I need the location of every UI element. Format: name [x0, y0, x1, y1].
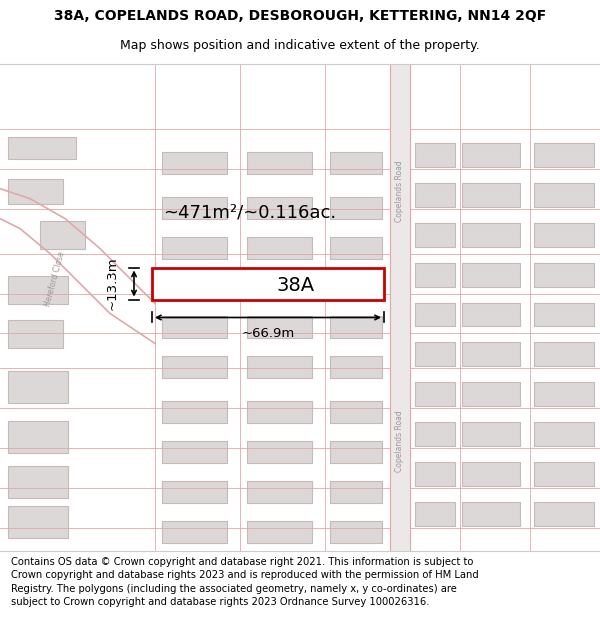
- Bar: [462, 302, 520, 326]
- Bar: [462, 422, 520, 446]
- Bar: [247, 276, 312, 299]
- Bar: [8, 179, 63, 204]
- Bar: [534, 222, 594, 246]
- Text: Hereford Close: Hereford Close: [43, 250, 67, 307]
- Bar: [462, 182, 520, 207]
- Bar: [8, 421, 68, 453]
- Bar: [162, 237, 227, 259]
- Bar: [162, 316, 227, 339]
- Bar: [462, 503, 520, 526]
- Bar: [534, 262, 594, 286]
- Bar: [330, 197, 382, 219]
- Bar: [247, 237, 312, 259]
- Bar: [415, 142, 455, 167]
- Bar: [8, 506, 68, 538]
- Text: 38A, COPELANDS ROAD, DESBOROUGH, KETTERING, NN14 2QF: 38A, COPELANDS ROAD, DESBOROUGH, KETTERI…: [54, 9, 546, 23]
- Bar: [247, 197, 312, 219]
- Text: Map shows position and indicative extent of the property.: Map shows position and indicative extent…: [120, 39, 480, 52]
- Bar: [330, 152, 382, 174]
- Bar: [330, 441, 382, 463]
- Bar: [462, 222, 520, 246]
- Bar: [247, 356, 312, 378]
- Bar: [8, 137, 76, 159]
- Bar: [330, 521, 382, 543]
- Bar: [534, 462, 594, 486]
- Bar: [534, 382, 594, 406]
- Text: ~66.9m: ~66.9m: [241, 327, 295, 340]
- Bar: [162, 152, 227, 174]
- Text: ~13.3m: ~13.3m: [106, 257, 119, 311]
- Bar: [415, 262, 455, 286]
- Bar: [462, 142, 520, 167]
- Bar: [330, 356, 382, 378]
- Bar: [247, 521, 312, 543]
- Bar: [247, 401, 312, 423]
- Bar: [415, 302, 455, 326]
- Bar: [415, 382, 455, 406]
- Bar: [415, 182, 455, 207]
- Bar: [247, 441, 312, 463]
- Bar: [462, 262, 520, 286]
- Bar: [330, 237, 382, 259]
- Text: ~471m²/~0.116ac.: ~471m²/~0.116ac.: [163, 204, 336, 222]
- Bar: [330, 481, 382, 503]
- Text: Contains OS data © Crown copyright and database right 2021. This information is : Contains OS data © Crown copyright and d…: [11, 557, 479, 607]
- Bar: [247, 316, 312, 339]
- Bar: [330, 401, 382, 423]
- Bar: [415, 342, 455, 366]
- Bar: [162, 521, 227, 543]
- Bar: [330, 316, 382, 339]
- Bar: [534, 503, 594, 526]
- Bar: [162, 481, 227, 503]
- Bar: [8, 371, 68, 403]
- Bar: [162, 356, 227, 378]
- Bar: [8, 466, 68, 498]
- Bar: [162, 197, 227, 219]
- Text: 38A: 38A: [277, 276, 315, 294]
- Bar: [247, 481, 312, 503]
- Bar: [162, 401, 227, 423]
- Bar: [415, 422, 455, 446]
- Bar: [534, 422, 594, 446]
- Bar: [40, 221, 85, 249]
- Bar: [462, 342, 520, 366]
- Bar: [462, 382, 520, 406]
- Bar: [152, 268, 384, 299]
- Bar: [8, 276, 68, 304]
- Bar: [8, 321, 63, 349]
- Bar: [162, 276, 227, 299]
- Bar: [247, 152, 312, 174]
- Bar: [330, 276, 382, 299]
- Text: Copelands Road: Copelands Road: [395, 161, 404, 222]
- Bar: [534, 342, 594, 366]
- Bar: [534, 302, 594, 326]
- Bar: [162, 441, 227, 463]
- Bar: [462, 462, 520, 486]
- Bar: [534, 182, 594, 207]
- Text: Copelands Road: Copelands Road: [395, 411, 404, 472]
- Bar: [415, 503, 455, 526]
- Bar: [415, 462, 455, 486]
- Bar: [415, 222, 455, 246]
- Bar: [534, 142, 594, 167]
